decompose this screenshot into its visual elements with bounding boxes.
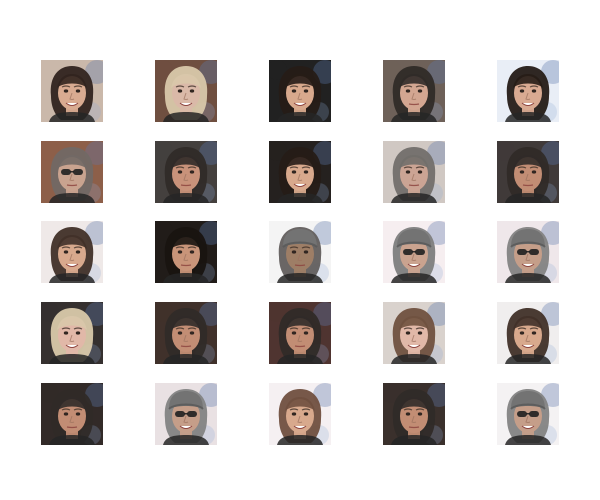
face-image xyxy=(155,60,217,122)
face-tile-r3-c2 xyxy=(155,221,217,283)
face-image xyxy=(41,221,103,283)
face-tile-r5-c1 xyxy=(41,383,103,445)
face-image xyxy=(155,383,217,445)
face-tile-r2-c4 xyxy=(383,141,445,203)
face-image xyxy=(269,221,331,283)
face-image xyxy=(155,141,217,203)
face-image xyxy=(155,221,217,283)
face-tile-r4-c2 xyxy=(155,302,217,364)
face-image xyxy=(269,141,331,203)
face-image xyxy=(497,302,559,364)
face-image xyxy=(383,383,445,445)
face-tile-r3-c1 xyxy=(41,221,103,283)
face-image xyxy=(269,60,331,122)
face-tile-r2-c2 xyxy=(155,141,217,203)
face-tile-r5-c2 xyxy=(155,383,217,445)
face-image xyxy=(41,383,103,445)
face-image xyxy=(383,141,445,203)
face-tile-r1-c1 xyxy=(41,60,103,122)
face-tile-r1-c2 xyxy=(155,60,217,122)
face-tile-r4-c4 xyxy=(383,302,445,364)
face-tile-r2-c3 xyxy=(269,141,331,203)
face-tile-r3-c5 xyxy=(497,221,559,283)
face-image xyxy=(383,302,445,364)
face-image xyxy=(269,302,331,364)
face-tile-r4-c5 xyxy=(497,302,559,364)
face-tile-r4-c1 xyxy=(41,302,103,364)
face-image xyxy=(383,60,445,122)
face-tile-r1-c4 xyxy=(383,60,445,122)
face-tile-r4-c3 xyxy=(269,302,331,364)
face-image xyxy=(497,383,559,445)
face-image xyxy=(155,302,217,364)
face-tile-r5-c5 xyxy=(497,383,559,445)
face-tile-r3-c3 xyxy=(269,221,331,283)
face-tile-r2-c5 xyxy=(497,141,559,203)
face-image xyxy=(383,221,445,283)
face-image xyxy=(497,60,559,122)
face-image xyxy=(41,302,103,364)
face-tile-r5-c4 xyxy=(383,383,445,445)
face-image xyxy=(497,221,559,283)
face-tile-r5-c3 xyxy=(269,383,331,445)
face-tile-r2-c1 xyxy=(41,141,103,203)
face-tile-r1-c5 xyxy=(497,60,559,122)
face-image xyxy=(497,141,559,203)
face-image xyxy=(41,60,103,122)
face-tile-r1-c3 xyxy=(269,60,331,122)
face-image xyxy=(269,383,331,445)
face-image xyxy=(41,141,103,203)
face-tile-r3-c4 xyxy=(383,221,445,283)
